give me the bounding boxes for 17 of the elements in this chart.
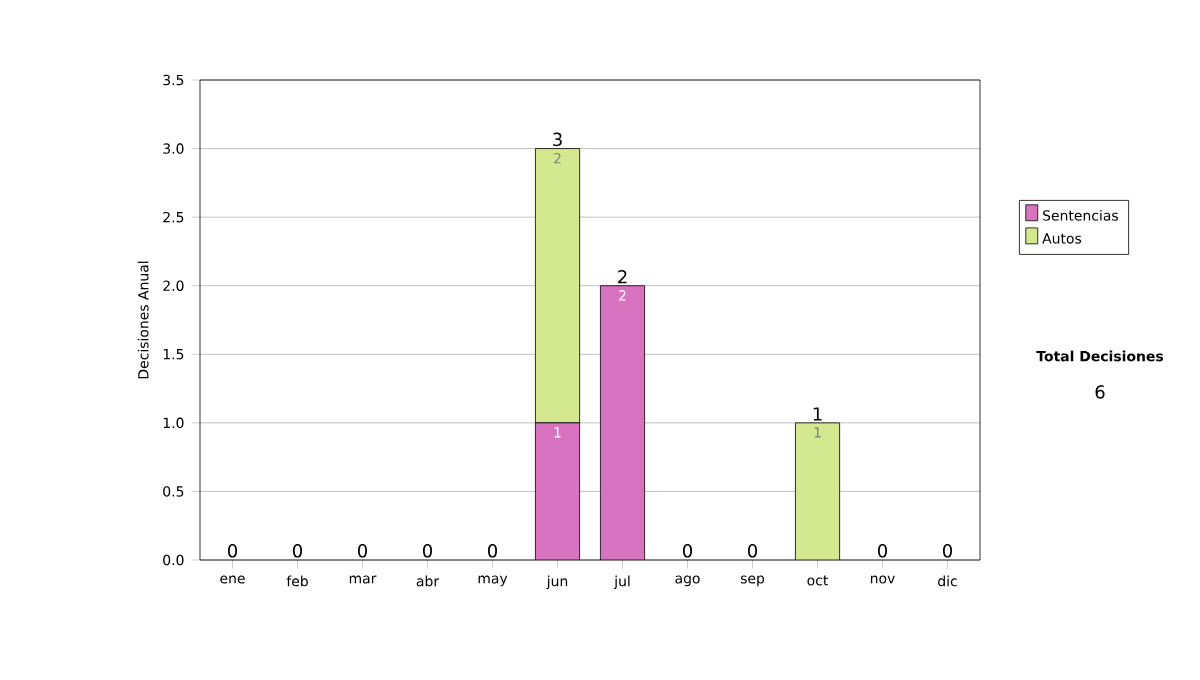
- total-label: 0: [227, 544, 238, 558]
- total-label: 0: [942, 544, 953, 558]
- bar: [535, 148, 581, 424]
- bar: [795, 422, 841, 560]
- text: 6: [1095, 385, 1105, 399]
- total-label: 0: [487, 544, 498, 558]
- total-label: 0: [292, 544, 303, 558]
- bar: [600, 285, 646, 560]
- total-label: 0: [877, 544, 888, 558]
- total-label: 1: [813, 407, 822, 421]
- total-label: 0: [747, 544, 758, 558]
- bar: [535, 422, 581, 560]
- total-label: 2: [618, 270, 627, 284]
- total-label: 0: [422, 544, 433, 558]
- total-label: 3: [553, 132, 562, 147]
- total-label: 0: [682, 544, 693, 558]
- total-label: 0: [357, 544, 368, 558]
